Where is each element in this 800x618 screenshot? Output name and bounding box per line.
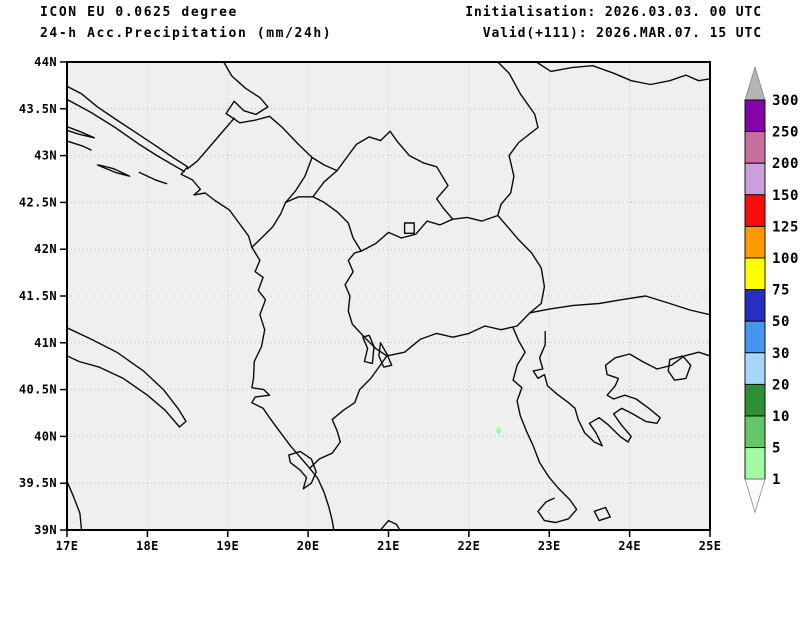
lat-label: 43.5N [19, 102, 57, 116]
border-greece-bulgaria-border [529, 295, 710, 316]
colorbar-label: 200 [772, 156, 799, 172]
colorbar-over-arrow [744, 65, 766, 101]
border-montenegro-kosovo-border [284, 196, 314, 204]
lon-label: 25E [699, 539, 722, 553]
border-drina-border [222, 62, 271, 124]
lat-label: 43N [34, 149, 57, 163]
colorbar-label: 125 [772, 219, 799, 235]
colorbar-label: 10 [772, 409, 790, 425]
border-thasos-island [667, 355, 692, 381]
lat-label: 44N [34, 55, 57, 69]
colorbar-segment [744, 257, 766, 291]
colorbar-label: 50 [772, 314, 790, 330]
border-albania-greece-border [309, 355, 388, 469]
colorbar-label: 100 [772, 251, 799, 267]
border-thermaic-west-coast [512, 327, 578, 524]
colorbar-label: 1 [772, 472, 781, 488]
lon-label: 24E [618, 539, 641, 553]
country-borders [67, 62, 710, 530]
border-island-c [96, 164, 131, 177]
border-sporades-islet [593, 506, 611, 522]
init-time-label: Initialisation: 2026.03.03. 00 UTC [465, 5, 762, 20]
colorbar-segment [744, 289, 766, 322]
lon-label: 23E [538, 539, 561, 553]
border-bosnia-montenegro-border [186, 117, 235, 170]
colorbar-label: 75 [772, 283, 790, 299]
lat-label: 42N [34, 242, 57, 256]
lat-label: 40N [34, 429, 57, 443]
lat-label: 39.5N [19, 476, 57, 490]
colorbar: 300 250 200 150 125 100 75 50 30 20 10 5 1 [744, 65, 799, 514]
border-small-lake-box [403, 222, 415, 235]
colorbar-segment [744, 162, 766, 196]
border-peljesac-channel [67, 98, 186, 173]
border-ambracian-coast [379, 519, 401, 530]
colorbar-label: 30 [772, 346, 790, 362]
colorbar-segment [744, 99, 766, 133]
colorbar-label: 150 [772, 188, 799, 204]
border-island-a [67, 125, 96, 139]
border-italy-heel-coast [67, 327, 187, 428]
border-lake-ohrid [362, 334, 375, 365]
border-serbia-kosovo-north-link [311, 156, 338, 172]
border-lake-prespa [378, 342, 393, 368]
colorbar-segment [744, 194, 766, 227]
colorbar-label: 250 [772, 125, 799, 141]
colorbar-label: 20 [772, 377, 790, 393]
lat-label: 40.5N [19, 383, 57, 397]
colorbar-segment [744, 415, 766, 449]
lat-label: 41N [34, 336, 57, 350]
lon-label: 18E [136, 539, 159, 553]
model-title: ICON EU 0.0625 degree [40, 5, 238, 20]
border-montenegro-albania-border [251, 201, 287, 249]
precip-marker [495, 426, 502, 435]
colorbar-segment [744, 131, 766, 164]
lon-label: 21E [377, 539, 400, 553]
lat-label: 39N [34, 523, 57, 537]
border-island-b [67, 140, 92, 151]
lat-axis: 44N 43.5N 43N 42.5N 42N 41.5N 41N 40.5N 40N 39.5N… [19, 55, 67, 537]
border-kosovo-border [312, 130, 454, 252]
valid-time-label: Valid(+111): 2026.MAR.07. 15 UTC [482, 26, 762, 41]
product-title: 24-h Acc.Precipitation (mm/24h) [40, 26, 333, 41]
border-island-d [138, 171, 168, 185]
border-macedonia-north-border [452, 214, 499, 222]
colorbar-segment [744, 320, 766, 354]
colorbar-segment [744, 383, 766, 417]
lon-label: 22E [457, 539, 480, 553]
lat-label: 41.5N [19, 289, 57, 303]
lon-label: 20E [297, 539, 320, 553]
colorbar-under-arrow [744, 478, 766, 514]
lat-label: 42.5N [19, 195, 57, 209]
border-greece-macedonia-border [386, 312, 531, 357]
lon-label: 19E [216, 539, 239, 553]
border-adriatic-ionian-coast [67, 85, 335, 530]
border-danube-river [535, 62, 710, 86]
map-background [67, 62, 710, 530]
border-corfu-island [288, 450, 317, 490]
border-serbia-bulgaria-border [497, 62, 546, 314]
colorbar-label: 5 [772, 441, 781, 457]
colorbar-segment [744, 225, 766, 259]
colorbar-segment [744, 352, 766, 385]
colorbar-label: 300 [772, 93, 799, 109]
lon-label: 17E [56, 539, 79, 553]
border-albania-macedonia-border [344, 250, 388, 357]
lon-axis: 17E 18E 19E 20E 21E 22E 23E 24E 25E [56, 530, 722, 553]
colorbar-segment [744, 447, 766, 480]
border-chalkidiki-coast [532, 330, 710, 447]
border-taranto-gulf-coast [67, 480, 83, 530]
